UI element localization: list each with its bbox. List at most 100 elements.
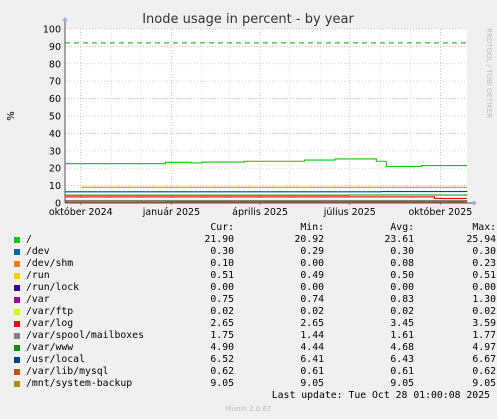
legend-min-value: 0.02 bbox=[300, 306, 324, 317]
series-line-var-log bbox=[65, 196, 467, 199]
legend-row: /usr/local 6.52 6.41 6.43 6.67 bbox=[12, 354, 496, 366]
legend-row: / 21.90 20.92 23.61 25.94 bbox=[12, 234, 496, 246]
y-tick-label: 30 bbox=[49, 146, 61, 157]
legend-min-value: 4.44 bbox=[300, 342, 324, 353]
legend-avg-value: 0.83 bbox=[390, 294, 414, 305]
legend-cur-value: 2.65 bbox=[210, 318, 234, 329]
x-tick-label: január 2025 bbox=[142, 207, 200, 218]
legend-swatch bbox=[14, 285, 20, 291]
legend-row: /dev 0.30 0.29 0.30 0.30 bbox=[12, 246, 496, 258]
legend-max-value: 0.62 bbox=[472, 366, 496, 377]
legend-max-value: 0.02 bbox=[472, 306, 496, 317]
legend-min-value: 2.65 bbox=[300, 318, 324, 329]
legend-swatch bbox=[14, 237, 20, 243]
legend-cur-value: 0.02 bbox=[210, 306, 234, 317]
y-axis-label: % bbox=[6, 111, 17, 121]
y-tick-label: 0 bbox=[55, 199, 61, 210]
legend-header: Cur: Min: Avg: Max: bbox=[12, 222, 496, 234]
legend-swatch bbox=[14, 297, 20, 303]
y-tick-label: 80 bbox=[49, 59, 61, 70]
legend: Cur: Min: Avg: Max: / 21.90 20.92 23.61 25.9… bbox=[12, 222, 496, 402]
legend-series-name: /var/lib/mysql bbox=[26, 366, 109, 377]
legend-avg-value: 0.00 bbox=[390, 282, 414, 293]
legend-swatch bbox=[14, 345, 20, 351]
legend-row: /var 0.75 0.74 0.83 1.30 bbox=[12, 294, 496, 306]
legend-max-value: 9.05 bbox=[472, 378, 496, 389]
chart-title: Inode usage in percent - by year bbox=[142, 12, 354, 27]
legend-series-name: /mnt/system-backup bbox=[26, 378, 133, 389]
legend-cur-value: 4.90 bbox=[210, 342, 234, 353]
legend-min-value: 0.00 bbox=[300, 282, 324, 293]
legend-max-value: 0.30 bbox=[472, 246, 496, 257]
legend-min-value: 0.74 bbox=[300, 294, 324, 305]
legend-max-value: 0.23 bbox=[472, 258, 496, 269]
legend-row: /mnt/system-backup 9.05 9.05 9.05 9.05 bbox=[12, 378, 496, 390]
legend-max-value: 3.59 bbox=[472, 318, 496, 329]
legend-avg-value: 0.08 bbox=[390, 258, 414, 269]
y-tick-label: 90 bbox=[49, 42, 61, 53]
legend-cur-value: 21.90 bbox=[204, 234, 235, 245]
legend-avg-value: 4.68 bbox=[390, 342, 414, 353]
legend-min-value: 0.61 bbox=[300, 366, 324, 377]
last-update-row: Last update: Tue Oct 28 01:00:08 2025 bbox=[12, 390, 490, 402]
y-tick-label: 20 bbox=[49, 164, 61, 175]
legend-cur-value: 0.51 bbox=[210, 270, 234, 281]
legend-avg-value: 23.61 bbox=[384, 234, 415, 245]
legend-swatch bbox=[14, 381, 20, 387]
legend-max-value: 6.67 bbox=[472, 354, 496, 365]
y-tick-label: 10 bbox=[49, 181, 61, 192]
legend-swatch bbox=[14, 273, 20, 279]
y-tick-label: 100 bbox=[43, 25, 61, 36]
cur-header: Cur: bbox=[210, 222, 234, 233]
legend-max-value: 0.51 bbox=[472, 270, 496, 281]
x-tick-label: október 2024 bbox=[49, 207, 113, 218]
axes: 0 10 20 30 40 50 60 70 80 90 100 október 2024 január… bbox=[43, 17, 477, 218]
legend-series-name: /run bbox=[26, 270, 50, 281]
avg-header: Avg: bbox=[390, 222, 414, 233]
legend-avg-value: 0.02 bbox=[390, 306, 414, 317]
legend-series-name: /run/lock bbox=[26, 282, 80, 293]
legend-row: /var/www 4.90 4.44 4.68 4.97 bbox=[12, 342, 496, 354]
legend-series-name: /var/log bbox=[26, 318, 74, 329]
legend-row: /var/ftp 0.02 0.02 0.02 0.02 bbox=[12, 306, 496, 318]
legend-min-value: 1.44 bbox=[300, 330, 324, 341]
grid bbox=[65, 28, 467, 203]
legend-min-value: 0.29 bbox=[300, 246, 324, 257]
legend-series-name: /var/ftp bbox=[26, 306, 74, 317]
y-tick-label: 50 bbox=[49, 112, 61, 123]
legend-row: /var/spool/mailboxes 1.75 1.44 1.61 1.77 bbox=[12, 330, 496, 342]
series-line-var-www bbox=[65, 194, 468, 196]
legend-max-value: 1.77 bbox=[472, 330, 496, 341]
legend-min-value: 0.00 bbox=[300, 258, 324, 269]
legend-series-name: /dev/shm bbox=[26, 258, 74, 269]
legend-min-value: 9.05 bbox=[300, 378, 324, 389]
legend-avg-value: 0.61 bbox=[390, 366, 414, 377]
legend-row: /run 0.51 0.49 0.50 0.51 bbox=[12, 270, 496, 282]
legend-cur-value: 6.52 bbox=[210, 354, 234, 365]
legend-min-value: 6.41 bbox=[300, 354, 324, 365]
legend-series-name: /var bbox=[26, 294, 50, 305]
legend-series-name: / bbox=[26, 234, 32, 245]
legend-row: /dev/shm 0.10 0.00 0.08 0.23 bbox=[12, 258, 496, 270]
chart: 0 10 20 30 40 50 60 70 80 90 100 október 2024 január… bbox=[6, 12, 493, 218]
legend-series-name: /var/www bbox=[26, 342, 74, 353]
legend-cur-value: 0.00 bbox=[210, 282, 234, 293]
legend-avg-value: 1.61 bbox=[390, 330, 414, 341]
legend-cur-value: 0.30 bbox=[210, 246, 234, 257]
legend-swatch bbox=[14, 369, 20, 375]
legend-max-value: 4.97 bbox=[472, 342, 496, 353]
legend-cur-value: 0.62 bbox=[210, 366, 234, 377]
legend-max-value: 0.00 bbox=[472, 282, 496, 293]
legend-avg-value: 6.43 bbox=[390, 354, 414, 365]
legend-max-value: 1.30 bbox=[472, 294, 496, 305]
rrdtool-credit: RRDTOOL / TOBI OETIKER bbox=[485, 28, 493, 118]
legend-min-value: 0.49 bbox=[300, 270, 324, 281]
legend-row: /run/lock 0.00 0.00 0.00 0.00 bbox=[12, 282, 496, 294]
legend-avg-value: 3.45 bbox=[390, 318, 414, 329]
legend-avg-value: 0.50 bbox=[390, 270, 414, 281]
legend-swatch bbox=[14, 357, 20, 363]
legend-swatch bbox=[14, 333, 20, 339]
x-tick-label: április 2025 bbox=[232, 207, 288, 218]
legend-series-name: /usr/local bbox=[26, 354, 85, 365]
legend-swatch bbox=[14, 321, 20, 327]
